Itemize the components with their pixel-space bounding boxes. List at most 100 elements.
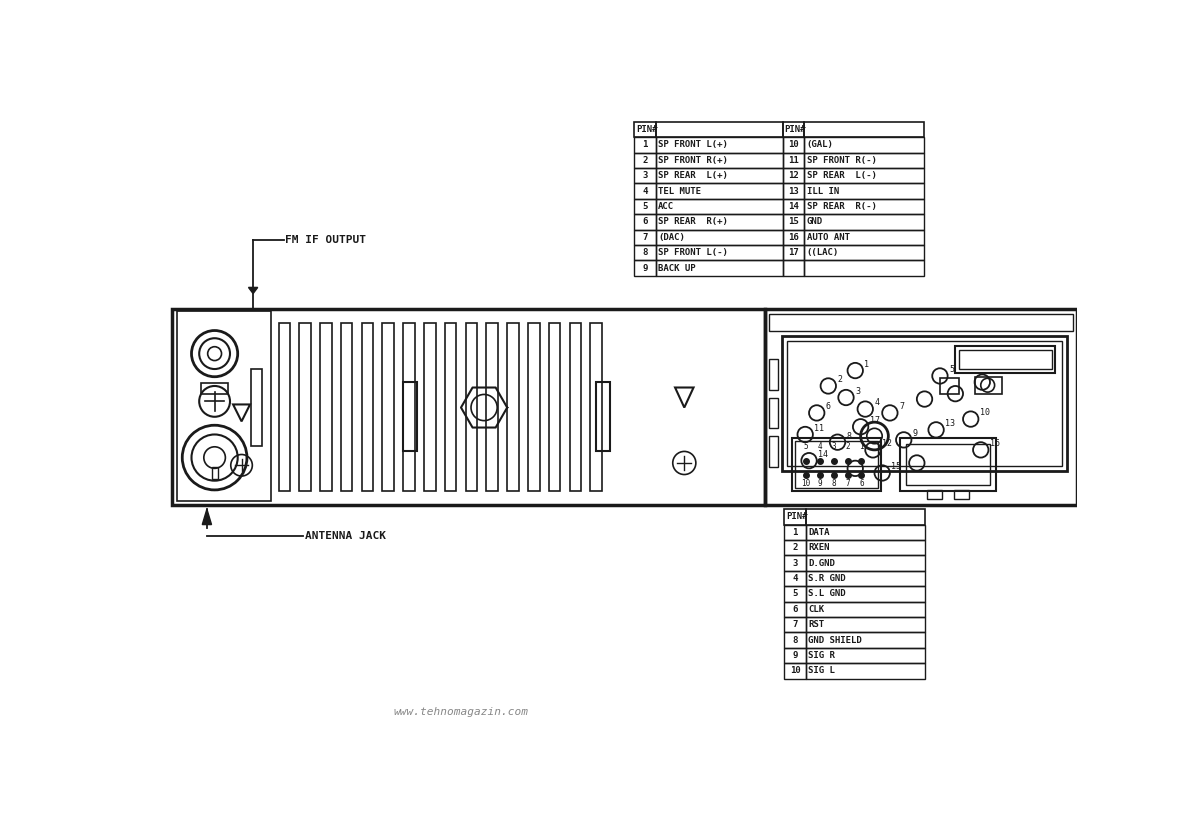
Bar [782,230,804,245]
Text: SIG L: SIG L [809,667,835,676]
Bar [656,214,782,230]
Bar [782,336,1067,471]
Bar [900,438,996,491]
Text: 13: 13 [788,187,799,196]
Polygon shape [203,509,211,524]
Text: 2: 2 [642,156,648,165]
Bar [806,617,925,632]
Text: PIN#: PIN# [636,125,658,134]
Text: RST: RST [809,621,824,629]
Bar [792,438,881,491]
Text: PIN#: PIN# [786,513,808,521]
Text: www.tehnomagazin.com: www.tehnomagazin.com [394,707,528,717]
Bar [570,323,581,491]
Text: 5: 5 [642,202,648,211]
Text: 17: 17 [870,416,880,425]
Text: 6: 6 [826,402,830,412]
Text: 3: 3 [792,559,798,568]
Text: 1: 1 [642,141,648,150]
Bar [635,168,656,184]
Text: 10: 10 [802,479,810,488]
Text: 1: 1 [792,528,798,537]
Text: 9: 9 [642,263,648,272]
Bar [806,571,925,586]
Bar [806,524,925,540]
Bar [635,184,656,199]
Bar [782,122,804,137]
Text: FM IF OUTPUT: FM IF OUTPUT [286,235,366,244]
Bar [320,323,331,491]
Text: 8: 8 [832,479,836,488]
Text: SP REAR  R(+): SP REAR R(+) [658,217,728,226]
Bar [595,382,610,452]
Bar [806,540,925,556]
Bar [769,398,779,428]
Bar [955,346,1056,373]
Circle shape [192,331,238,377]
Bar [486,323,498,491]
Bar [635,260,656,276]
Bar [656,260,782,276]
Bar [656,122,782,137]
Bar [769,359,779,390]
Text: 15: 15 [892,463,901,472]
Bar [785,540,806,556]
Bar [635,152,656,168]
Text: 8: 8 [792,635,798,644]
Bar [806,602,925,617]
Text: 11: 11 [788,156,799,165]
Bar [656,199,782,214]
Text: 7: 7 [642,233,648,242]
Text: 2: 2 [792,543,798,552]
Text: DATA: DATA [809,528,829,537]
Bar [656,137,782,152]
Bar [804,168,924,184]
Bar [785,509,806,524]
Polygon shape [248,287,258,294]
Bar [782,152,804,168]
Text: 4: 4 [642,187,648,196]
Bar [782,137,804,152]
Bar [804,230,924,245]
Bar [782,184,804,199]
Bar [787,341,1062,466]
Bar [906,444,990,486]
Text: 17: 17 [788,249,799,258]
Bar [278,323,290,491]
Bar [806,632,925,648]
Bar [466,323,478,491]
Text: 3: 3 [856,387,860,396]
Text: ACC: ACC [658,202,674,211]
Bar [403,323,415,491]
Bar [299,323,311,491]
Bar [445,323,456,491]
Text: RXEN: RXEN [809,543,829,552]
Text: BACK UP: BACK UP [658,263,696,272]
Bar [176,310,271,500]
Text: 5: 5 [949,365,954,374]
Text: 9: 9 [817,479,822,488]
Bar [785,617,806,632]
Bar [766,309,1078,505]
Bar [959,350,1051,369]
Text: 12: 12 [882,439,892,449]
Text: SP FRONT L(-): SP FRONT L(-) [658,249,728,258]
Bar [785,632,806,648]
Bar [806,556,925,571]
Text: SP REAR  L(+): SP REAR L(+) [658,171,728,180]
Text: 5: 5 [792,589,798,598]
Text: D.GND: D.GND [809,559,835,568]
Bar [796,440,877,488]
Text: TEL MUTE: TEL MUTE [658,187,701,196]
Text: 10: 10 [980,408,990,417]
Bar [954,490,970,500]
Bar [785,648,806,663]
Text: SP FRONT L(+): SP FRONT L(+) [658,141,728,150]
Text: AUTO ANT: AUTO ANT [806,233,850,242]
Text: 12: 12 [788,171,799,180]
Bar [782,214,804,230]
Bar [804,245,924,260]
Text: SP FRONT R(+): SP FRONT R(+) [658,156,728,165]
Bar [785,571,806,586]
Text: 15: 15 [788,217,799,226]
